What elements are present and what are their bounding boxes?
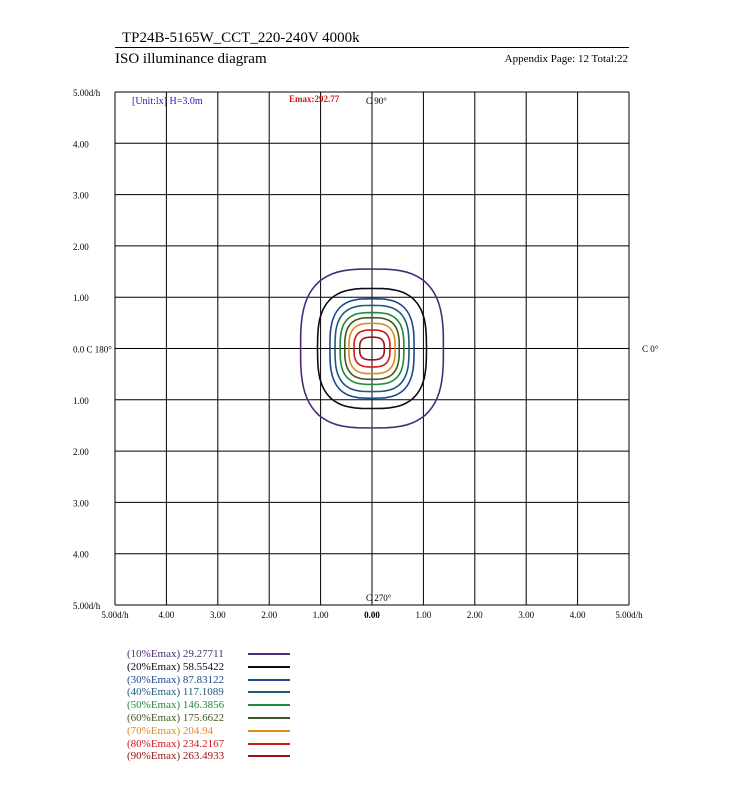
contour-30pct [329,297,415,400]
diagram-title: ISO illuminance diagram [115,51,267,67]
legend-swatch [248,729,290,732]
legend-swatch [248,755,290,758]
x-tick-label: 3.00 [518,610,534,620]
contour-90pct [358,336,386,361]
legend-label: (20%Emax) 58.55422 [127,660,225,673]
y-tick-label: 3.00 [73,498,89,508]
x-tick-label: 4.00 [570,610,586,620]
contours [299,268,445,429]
legend-label: (50%Emax) 146.3856 [127,699,225,712]
x-tick-label: 2.00 [261,610,277,620]
document-title: TP24B-5165W_CCT_220-240V 4000k [122,30,360,46]
y-tick-label: 4.00 [73,550,89,560]
title-rule [115,47,629,48]
emax-label: Emax:292.77 [289,94,340,104]
contour-80pct [353,329,391,368]
c270-label: C 270° [366,593,392,603]
x-tick-label: 2.00 [467,610,483,620]
y-tick-label: 0.0 C 180° [73,345,112,355]
grid [114,91,630,606]
contour-50pct [339,311,405,386]
y-tick-label: 5.00d/h [73,88,101,98]
legend-swatch [248,691,290,694]
y-tick-label: 2.00 [73,242,89,252]
x-tick-label: 1.00 [416,610,432,620]
contour-70pct [348,322,396,375]
x-tick-label: 5.00d/h [615,610,643,620]
x-tick-label: 3.00 [210,610,226,620]
legend-swatch [248,665,290,668]
x-tick-label: 4.00 [159,610,175,620]
c90-label: C 90° [366,96,387,106]
legend-swatch [248,653,290,655]
legend-swatch [248,717,290,719]
legend-swatch [248,678,290,681]
c0-label: C 0° [642,344,659,354]
contour-10pct [299,268,445,429]
legend-label: (90%Emax) 263.4933 [127,750,225,763]
legend-label: (60%Emax) 175.6622 [127,712,225,724]
tick-labels: 5.00d/h 4.00 3.00 2.00 1.00 0.0 C 180° 1.00 2.0… [73,88,643,620]
contour-20pct [316,287,428,410]
y-tick-label: 1.00 [73,293,89,303]
y-tick-label: 2.00 [73,447,89,457]
contour-40pct [334,304,410,393]
y-tick-label: 4.00 [73,139,89,149]
legend-swatch [248,742,290,745]
legend-swatch [248,704,290,707]
x-tick-label: 0.00 [364,610,380,620]
x-tick-label: 1.00 [313,610,329,620]
y-tick-label: 1.00 [73,396,89,406]
legend-label: (40%Emax) 117.1089 [127,686,224,699]
contour-60pct [344,316,400,381]
y-tick-label: 3.00 [73,191,89,201]
y-tick-label: 5.00d/h [73,601,101,611]
legend-label: (10%Emax) 29.27711 [127,648,224,660]
x-tick-label: 5.00d/h [101,610,129,620]
legend-label: (80%Emax) 234.2167 [127,737,225,750]
page-info: Appendix Page: 12 Total:22 [504,53,628,65]
legend-label: (70%Emax) 204.94 [127,724,214,737]
unit-label: [Unit:lx] H=3.0m [132,96,203,107]
legend-label: (30%Emax) 87.83122 [127,673,225,686]
